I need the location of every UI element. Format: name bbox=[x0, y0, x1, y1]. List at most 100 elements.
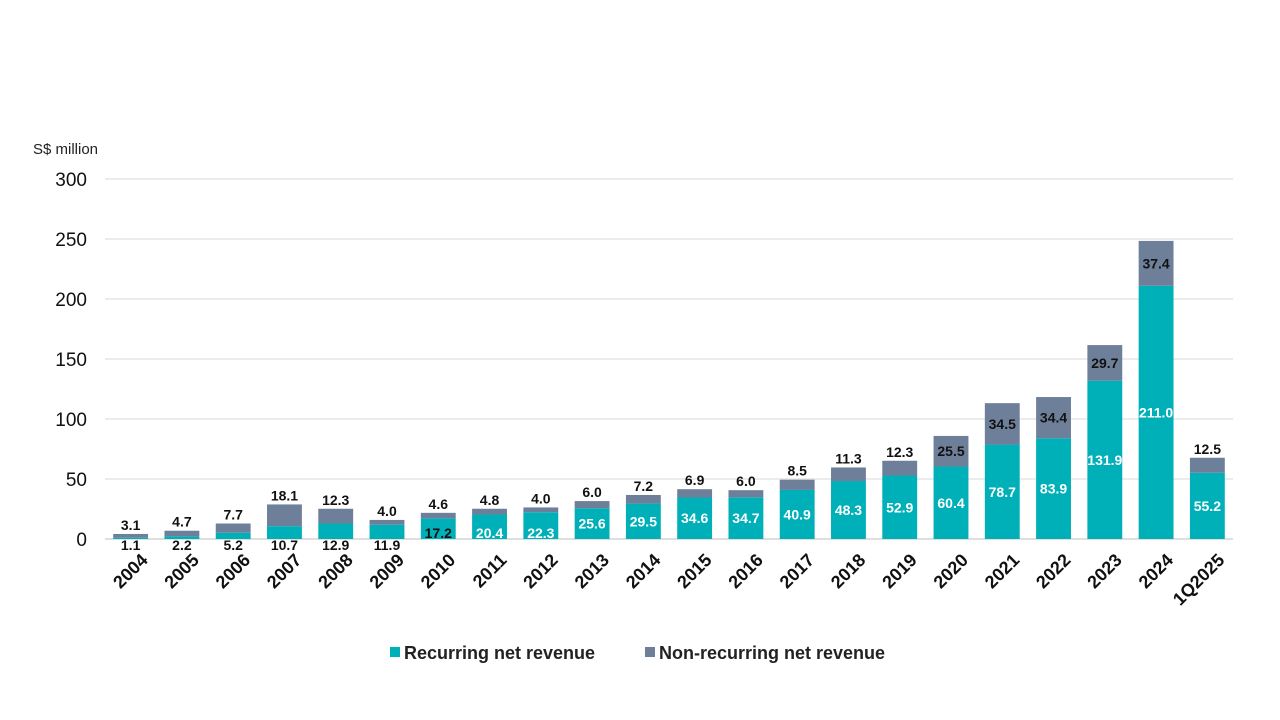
bar-non-recurring bbox=[318, 508, 354, 524]
x-tick-label: 2016 bbox=[724, 550, 766, 592]
bar-non-recurring bbox=[933, 435, 969, 467]
bar-non-recurring bbox=[625, 494, 661, 504]
x-tick-label: 2018 bbox=[827, 550, 869, 592]
legend-swatch-non-recurring bbox=[645, 647, 655, 657]
legend: Recurring net revenue Non-recurring net … bbox=[390, 643, 885, 663]
data-label-non-recurring: 34.5 bbox=[989, 416, 1016, 432]
bar-recurring bbox=[472, 514, 507, 539]
y-tick-label: 0 bbox=[76, 530, 87, 551]
y-tick-label: 50 bbox=[66, 470, 87, 491]
data-label-recurring: 34.6 bbox=[681, 510, 708, 526]
bar-recurring bbox=[1036, 438, 1071, 539]
x-tick-label: 2005 bbox=[160, 550, 202, 592]
data-label-non-recurring: 4.8 bbox=[480, 492, 500, 508]
data-label-non-recurring: 6.0 bbox=[582, 484, 602, 500]
y-tick-labels: 0 50 100 150 200 250 300 bbox=[55, 170, 87, 551]
x-tick-label: 2011 bbox=[469, 550, 511, 592]
data-label-non-recurring: 4.7 bbox=[172, 514, 192, 530]
bar-non-recurring bbox=[369, 519, 405, 525]
data-label-non-recurring: 6.9 bbox=[685, 472, 705, 488]
y-tick-label: 200 bbox=[55, 290, 87, 311]
y-tick-label: 100 bbox=[55, 410, 87, 431]
data-label-recurring: 40.9 bbox=[784, 506, 811, 522]
bar-non-recurring bbox=[420, 512, 456, 519]
bar-non-recurring bbox=[677, 489, 713, 498]
data-label-recurring: 131.9 bbox=[1087, 452, 1122, 468]
x-tick-label: 2022 bbox=[1032, 550, 1074, 592]
bar-non-recurring bbox=[1036, 397, 1071, 439]
data-label-non-recurring: 25.5 bbox=[937, 443, 964, 459]
bar-recurring bbox=[882, 475, 918, 539]
y-axis-unit-label: S$ million bbox=[33, 141, 98, 158]
data-label-non-recurring: 37.4 bbox=[1142, 255, 1169, 271]
bar-recurring bbox=[779, 489, 815, 539]
data-label-recurring: 55.2 bbox=[1194, 498, 1221, 514]
bar-non-recurring bbox=[472, 508, 507, 515]
bar-non-recurring bbox=[267, 504, 302, 527]
data-label-non-recurring: 7.2 bbox=[634, 478, 654, 494]
data-label-recurring: 10.7 bbox=[271, 537, 298, 553]
bar-recurring bbox=[625, 503, 661, 539]
legend-swatch-recurring bbox=[390, 647, 400, 657]
x-tick-label: 2023 bbox=[1083, 550, 1125, 592]
x-tick-label: 2021 bbox=[981, 550, 1023, 592]
bar-recurring bbox=[933, 466, 969, 539]
bar-recurring bbox=[369, 524, 405, 539]
bar-recurring bbox=[267, 526, 302, 539]
x-tick-label: 2024 bbox=[1135, 550, 1177, 592]
bar-non-recurring bbox=[574, 501, 610, 509]
bar-non-recurring bbox=[164, 530, 200, 537]
data-label-recurring: 11.9 bbox=[374, 537, 401, 553]
y-tick-label: 150 bbox=[55, 350, 87, 371]
data-label-recurring: 78.7 bbox=[989, 484, 1016, 500]
data-labels: 1.1 3.1 2.2 4.7 5.2 7.7 10.7 18.1 12.9 12.3 11.9 4.… bbox=[121, 255, 1221, 553]
x-tick-label: 2014 bbox=[622, 550, 664, 592]
bar-recurring bbox=[113, 537, 149, 539]
bar-non-recurring bbox=[882, 460, 918, 476]
x-tick-label: 2012 bbox=[519, 550, 561, 592]
data-label-non-recurring: 4.6 bbox=[429, 496, 449, 512]
data-label-non-recurring: 12.5 bbox=[1194, 441, 1221, 457]
data-label-recurring: 17.2 bbox=[425, 525, 452, 541]
data-label-recurring: 52.9 bbox=[886, 499, 913, 515]
data-label-non-recurring: 3.1 bbox=[121, 517, 141, 533]
data-label-non-recurring: 34.4 bbox=[1040, 410, 1067, 426]
bar-recurring bbox=[677, 497, 713, 539]
data-label-non-recurring: 4.0 bbox=[531, 490, 551, 506]
y-tick-label: 250 bbox=[55, 230, 87, 251]
data-label-recurring: 2.2 bbox=[172, 537, 192, 553]
data-label-recurring: 5.2 bbox=[223, 537, 243, 553]
bar-recurring bbox=[574, 508, 610, 539]
data-label-recurring: 12.9 bbox=[322, 537, 349, 553]
data-label-non-recurring: 6.0 bbox=[736, 473, 756, 489]
gridlines bbox=[105, 178, 1233, 540]
bar-recurring bbox=[1087, 380, 1123, 539]
bar-recurring bbox=[215, 532, 251, 539]
bar-recurring bbox=[728, 497, 764, 539]
data-label-recurring: 211.0 bbox=[1139, 404, 1173, 420]
bar-non-recurring bbox=[984, 403, 1020, 445]
legend-label-non-recurring: Non-recurring net revenue bbox=[659, 643, 885, 663]
x-tick-label: 2017 bbox=[776, 550, 818, 592]
bar-recurring bbox=[318, 523, 354, 539]
x-tick-label: 2010 bbox=[417, 550, 459, 592]
bar-non-recurring bbox=[1138, 240, 1174, 286]
bar-recurring bbox=[1138, 285, 1174, 539]
x-tick-label: 2004 bbox=[109, 550, 151, 592]
data-label-recurring: 34.7 bbox=[732, 510, 759, 526]
data-label-non-recurring: 18.1 bbox=[271, 487, 298, 503]
bar-recurring bbox=[523, 512, 559, 539]
y-tick-label: 300 bbox=[55, 170, 87, 191]
data-label-recurring: 25.6 bbox=[578, 516, 605, 532]
data-label-recurring: 20.4 bbox=[476, 525, 503, 541]
data-label-non-recurring: 12.3 bbox=[322, 492, 349, 508]
data-label-recurring: 48.3 bbox=[835, 502, 862, 518]
data-label-non-recurring: 4.0 bbox=[377, 503, 397, 519]
data-label-non-recurring: 11.3 bbox=[835, 450, 862, 466]
bar-non-recurring bbox=[523, 507, 559, 513]
bar-recurring bbox=[831, 481, 866, 539]
bar-recurring bbox=[1189, 472, 1225, 539]
data-label-recurring: 29.5 bbox=[630, 513, 657, 529]
x-tick-label: 2019 bbox=[878, 550, 920, 592]
